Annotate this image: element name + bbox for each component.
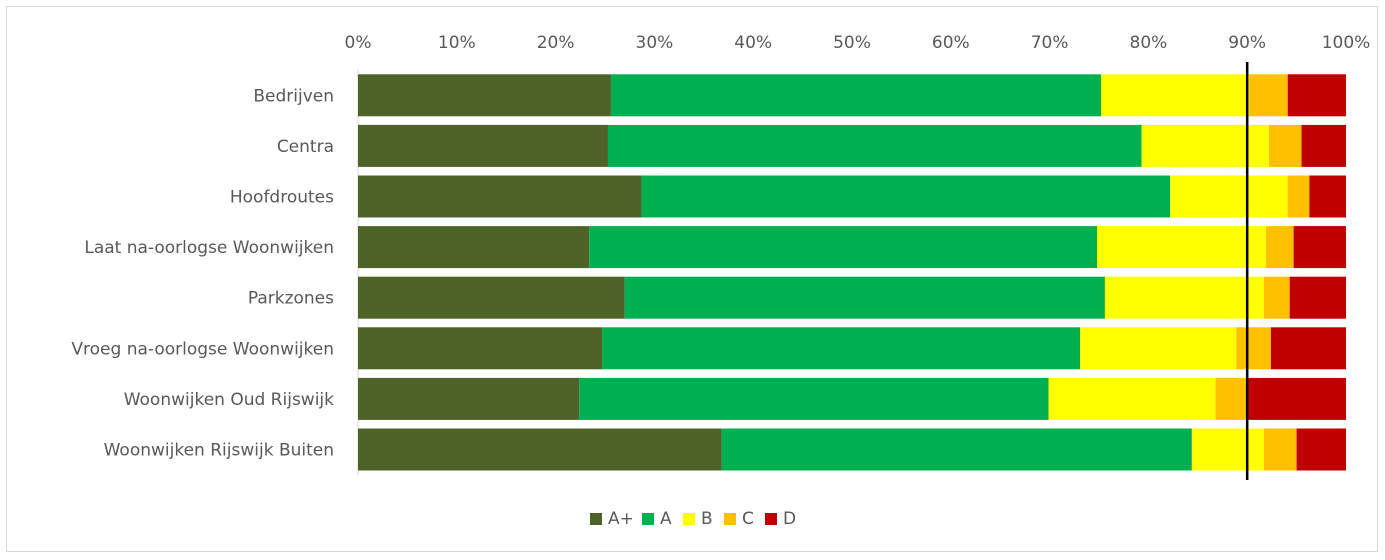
bar-segment (1236, 327, 1271, 370)
bar-segment (1104, 276, 1264, 319)
legend: A+ A B C D (590, 509, 796, 529)
x-tick-label: 0% (345, 33, 372, 53)
legend-swatch (590, 513, 602, 525)
bar-segment (1248, 377, 1346, 420)
bar-segment (610, 74, 1101, 117)
bar-segment (1287, 74, 1346, 117)
x-tick-label: 40% (734, 33, 772, 53)
bar-segment (358, 124, 608, 167)
bar-segment (1141, 124, 1269, 167)
bar-segment (1289, 276, 1346, 319)
category-label: Parkzones (248, 289, 334, 309)
legend-label: A+ (608, 509, 634, 529)
bar-segment (1048, 377, 1216, 420)
bar-segment (1301, 124, 1346, 167)
category-label: Vroeg na-oorlogse Woonwijken (71, 339, 334, 359)
bar-segment (1309, 175, 1346, 218)
x-tick-label: 10% (438, 33, 476, 53)
category-label: Laat na-oorlogse Woonwijken (84, 238, 334, 258)
bar-segment (1191, 428, 1264, 471)
bar-segment (358, 377, 580, 420)
bar-segment (1215, 377, 1249, 420)
bar-segment (358, 428, 722, 471)
bar-segment (358, 226, 590, 269)
bar-segment (1270, 327, 1346, 370)
category-label: Woonwijken Oud Rijswijk (124, 390, 334, 410)
bar-segment (1296, 428, 1346, 471)
category-label: Bedrijven (253, 86, 334, 106)
x-tick-label: 80% (1130, 33, 1168, 53)
bar-segment (358, 276, 625, 319)
legend-label: C (742, 509, 754, 529)
bar-segment (1100, 74, 1250, 117)
bar-segment (721, 428, 1192, 471)
bar-segment (1080, 327, 1237, 370)
category-label: Woonwijken Rijswijk Buiten (104, 441, 334, 461)
x-tick-label: 30% (636, 33, 674, 53)
bar-segment (1268, 124, 1302, 167)
bar-segment (1249, 74, 1288, 117)
legend-label: A (660, 509, 672, 529)
x-tick-label: 90% (1228, 33, 1266, 53)
legend-label: D (783, 509, 796, 529)
legend-swatch (683, 513, 695, 525)
y-axis: Bedrijven Centra Hoofdroutes Laat na-oorlog… (71, 70, 359, 475)
bar-segment (358, 74, 611, 117)
x-tick-label: 100% (1322, 33, 1371, 53)
legend-label: B (701, 509, 713, 529)
bar-segment (1263, 276, 1290, 319)
x-tick-label: 70% (1031, 33, 1069, 53)
bar-segment (1287, 175, 1310, 218)
bar-segment (1097, 226, 1266, 269)
bar-segment (358, 327, 603, 370)
bar-segment (579, 377, 1049, 420)
legend-swatch (765, 513, 777, 525)
bar-segment (1263, 428, 1297, 471)
bar-segment (607, 124, 1142, 167)
legend-swatch (724, 513, 736, 525)
bar-segment (358, 175, 642, 218)
bar-segment (641, 175, 1171, 218)
category-label: Hoofdroutes (230, 188, 334, 208)
x-tick-label: 20% (537, 33, 575, 53)
bar-segment (602, 327, 1081, 370)
x-axis: 0% 10% 20% 30% 40% 50% 60% 70% 80% 90% 100% (345, 33, 1371, 53)
legend-swatch (642, 513, 654, 525)
bars (358, 74, 1346, 471)
bar-segment (589, 226, 1098, 269)
category-label: Centra (277, 137, 334, 157)
bar-segment (624, 276, 1105, 319)
bar-segment (1293, 226, 1346, 269)
x-tick-label: 60% (932, 33, 970, 53)
bar-segment (1265, 226, 1294, 269)
bar-segment (1170, 175, 1288, 218)
x-tick-label: 50% (833, 33, 871, 53)
